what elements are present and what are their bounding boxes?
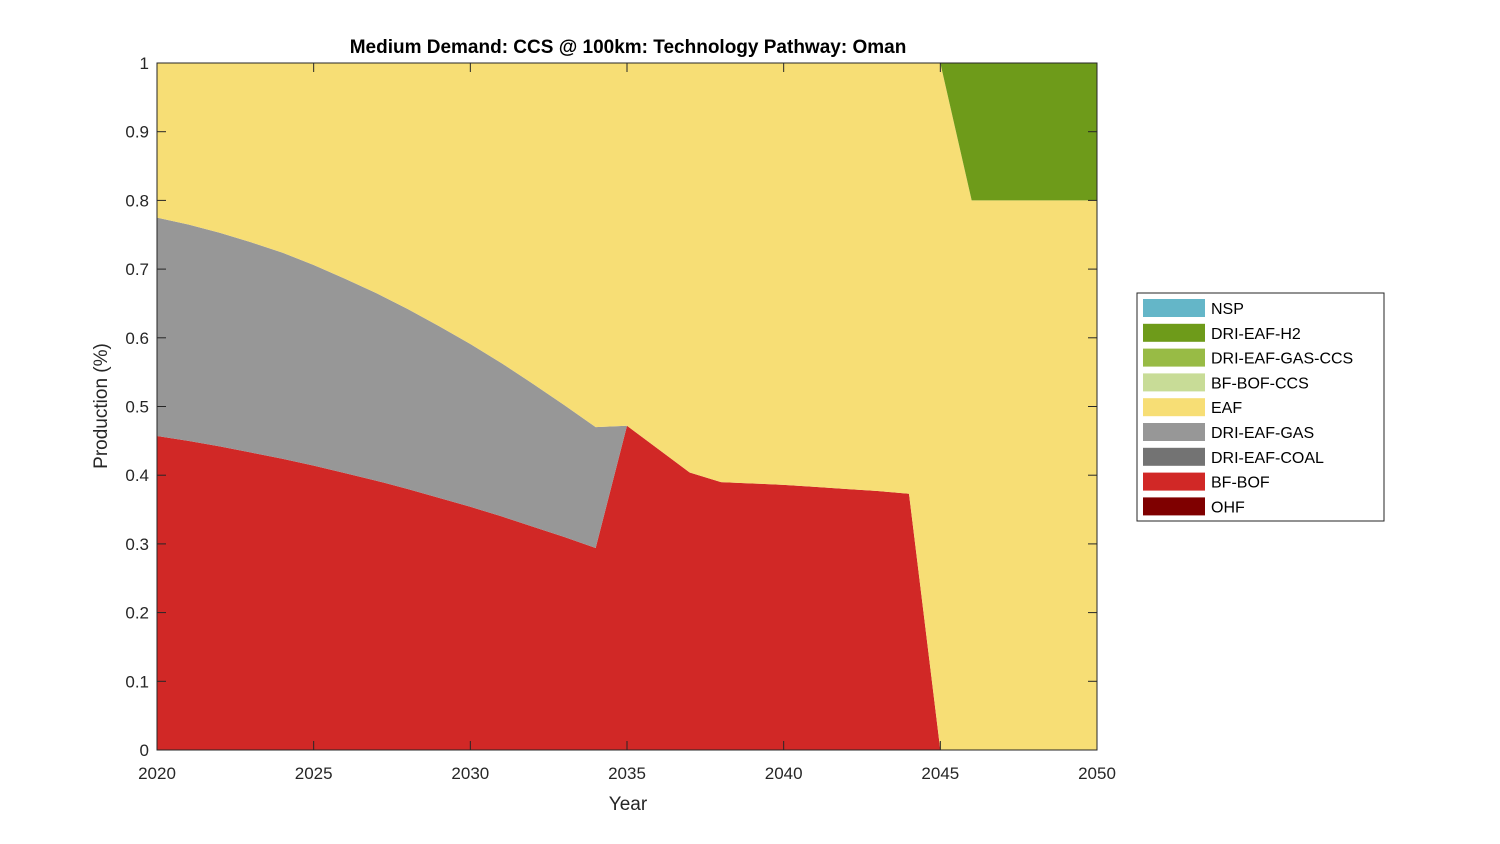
- legend-label-ohf: OHF: [1211, 499, 1245, 516]
- y-tick-label: 0.6: [125, 329, 149, 348]
- area-bf-bof: [157, 425, 1097, 750]
- y-axis: 0 0.1 0.2 0.3 0.4 0.5 0.6 0.7 0.8 0.9 1: [125, 54, 1097, 760]
- y-tick-label: 0.7: [125, 260, 149, 279]
- legend-swatch-dri-eaf-coal: [1143, 447, 1205, 466]
- legend-label-dri-eaf-gas-ccs: DRI-EAF-GAS-CCS: [1211, 351, 1353, 368]
- legend-label-dri-eaf-coal: DRI-EAF-COAL: [1211, 450, 1324, 467]
- x-axis-label: Year: [609, 794, 648, 815]
- legend-label-dri-eaf-gas: DRI-EAF-GAS: [1211, 425, 1314, 442]
- legend-label-bf-bof: BF-BOF: [1211, 475, 1270, 492]
- legend-label-nsp: NSP: [1211, 301, 1244, 318]
- legend-swatch-bf-bof-ccs: [1143, 373, 1205, 392]
- chart-title: Medium Demand: CCS @ 100km: Technology P…: [350, 37, 907, 58]
- y-tick-label: 0.3: [125, 535, 149, 554]
- y-tick-label: 0.8: [125, 191, 149, 210]
- legend-swatch-dri-eaf-gas-ccs: [1143, 348, 1205, 367]
- x-axis: 2020 2025 2030 2035 2040 2045 2050: [138, 63, 1116, 783]
- x-tick-label: 2030: [451, 764, 489, 783]
- y-tick-label: 0.1: [125, 672, 149, 691]
- area-eaf: [157, 63, 1097, 750]
- y-tick-label: 0: [140, 741, 149, 760]
- x-tick-label: 2035: [608, 764, 646, 783]
- x-tick-label: 2045: [921, 764, 959, 783]
- y-tick-label: 1: [140, 54, 149, 73]
- legend-swatch-bf-bof: [1143, 472, 1205, 491]
- x-tick-label: 2020: [138, 764, 176, 783]
- legend-swatch-ohf: [1143, 497, 1205, 516]
- legend-swatch-eaf: [1143, 398, 1205, 417]
- area-dri-eaf-h2: [157, 63, 1097, 201]
- legend-swatch-dri-eaf-gas: [1143, 423, 1205, 441]
- x-tick-label: 2040: [765, 764, 803, 783]
- x-tick-label: 2025: [295, 764, 333, 783]
- y-tick-label: 0.4: [125, 466, 149, 485]
- y-tick-label: 0.9: [125, 123, 149, 142]
- y-tick-label: 0.2: [125, 604, 149, 623]
- stacked-areas: [157, 63, 1097, 750]
- x-tick-label: 2050: [1078, 764, 1116, 783]
- legend-swatch-nsp: [1143, 299, 1205, 317]
- area-dri-eaf-gas: [157, 217, 1097, 750]
- legend-label-bf-bof-ccs: BF-BOF-CCS: [1211, 375, 1309, 392]
- y-tick-label: 0.5: [125, 398, 149, 417]
- y-axis-label: Production (%): [91, 343, 112, 469]
- legend-label-dri-eaf-h2: DRI-EAF-H2: [1211, 326, 1301, 343]
- legend-label-eaf: EAF: [1211, 400, 1242, 417]
- legend: NSP DRI-EAF-H2 DRI-EAF-GAS-CCS BF-BOF-CCS EA…: [1136, 292, 1385, 522]
- legend-swatch-dri-eaf-h2: [1143, 323, 1205, 342]
